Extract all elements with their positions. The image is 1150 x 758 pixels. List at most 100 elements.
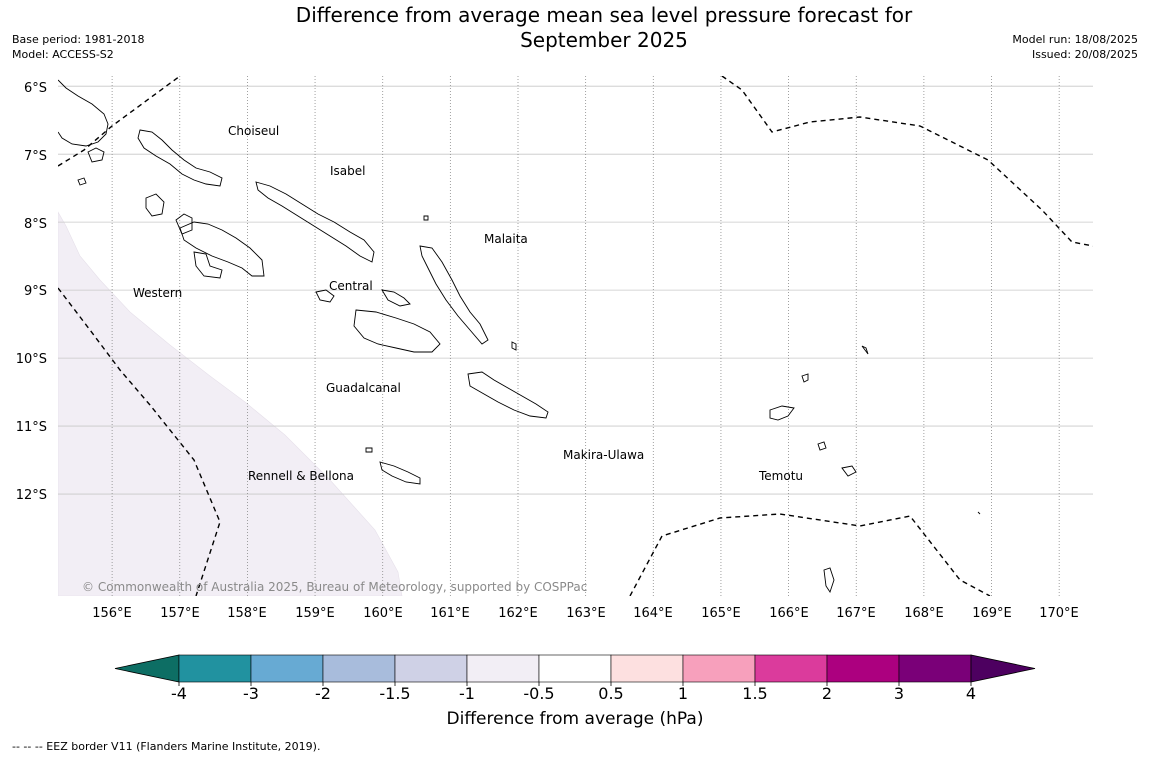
rendova-coast	[193, 251, 223, 279]
colorbar-bin	[322, 654, 396, 683]
title-line-2: September 2025	[520, 28, 688, 52]
choiseul-coast	[137, 129, 223, 187]
colorbar-tick-label: -4	[171, 684, 187, 703]
bougainville-coast	[58, 79, 109, 147]
region-label-rennell-bellona: Rennell & Bellona	[248, 469, 355, 483]
lon-label-159e: 159°E	[295, 606, 335, 621]
utupua-coast	[817, 441, 827, 451]
colorbar-bin	[754, 654, 828, 683]
ulawa-coast	[511, 341, 517, 351]
duff-islands-coast	[861, 345, 869, 355]
lon-label-158e: 158°E	[227, 606, 267, 621]
colorbar-tick-label: -2	[315, 684, 331, 703]
small-islet-ne	[423, 215, 429, 221]
region-label-western: Western	[133, 286, 183, 300]
vella-lavella-coast	[145, 193, 165, 217]
eez-footnote: -- -- -- EEZ border V11 (Flanders Marine…	[12, 740, 321, 753]
lon-label-170e: 170°E	[1039, 606, 1079, 621]
map-area	[58, 76, 1093, 596]
eez-border-southeast	[629, 513, 991, 596]
reef-islands-coast	[801, 373, 809, 383]
eez-border-northeast	[721, 76, 1093, 247]
florida-islands-coast	[381, 289, 411, 307]
region-label-central: Central	[329, 279, 373, 293]
isabel-coast	[255, 181, 375, 263]
region-label-temotu: Temotu	[759, 469, 804, 483]
model-text: Model: ACCESS-S2	[12, 48, 114, 61]
eez-border-west	[58, 287, 221, 596]
lon-label-160e: 160°E	[363, 606, 403, 621]
colorbar-tick-label: 1.5	[742, 684, 768, 703]
lon-label-166e: 166°E	[769, 606, 809, 621]
lon-label-156e: 156°E	[92, 606, 132, 621]
bougainville-tip	[87, 147, 105, 163]
lat-label-7s: 7°S	[23, 149, 47, 164]
anomaly-shading	[58, 211, 403, 596]
title-line-1: Difference from average mean sea level p…	[295, 3, 913, 27]
colorbar-extend-max	[970, 654, 1036, 683]
lon-label-163e: 163°E	[566, 606, 606, 621]
guadalcanal-coast	[353, 309, 441, 353]
small-islet-e	[977, 511, 981, 515]
colorbar-tick-label: 4	[965, 684, 977, 703]
lat-label-8s: 8°S	[23, 217, 47, 232]
lon-label-161e: 161°E	[430, 606, 470, 621]
region-label-makira-ulawa: Makira-Ulawa	[563, 448, 645, 462]
region-label-malaita: Malaita	[484, 232, 528, 246]
colorbar-bin	[538, 654, 612, 683]
colorbar	[114, 654, 1036, 686]
lat-label-6s: 6°S	[23, 81, 47, 96]
colorbar-bin	[610, 654, 684, 683]
region-label-guadalcanal: Guadalcanal	[326, 381, 401, 395]
lon-label-157e: 157°E	[160, 606, 200, 621]
colorbar-bin	[178, 654, 252, 683]
bellona-coast	[365, 447, 373, 453]
lon-label-169e: 169°E	[972, 606, 1012, 621]
coastlines	[58, 79, 981, 594]
colorbar-tick-label: -3	[243, 684, 259, 703]
colorbar-label: Difference from average (hPa)	[446, 709, 704, 729]
colorbar-tick-label: 0.5	[598, 684, 624, 703]
colorbar-bin	[898, 654, 972, 683]
rennell-coast	[379, 461, 421, 485]
vanikoro-coast	[841, 465, 857, 477]
malaita-coast	[419, 245, 489, 345]
colorbar-bin	[394, 654, 468, 683]
region-label-isabel: Isabel	[330, 164, 366, 178]
model-run-text: Model run: 18/08/2025	[1012, 33, 1138, 46]
lat-label-12s: 12°S	[15, 488, 47, 503]
colorbar-tick-label: -0.5	[523, 684, 555, 703]
lon-label-167e: 167°E	[836, 606, 876, 621]
colorbar-extend-min	[114, 654, 180, 683]
makira-coast	[467, 371, 549, 419]
lat-label-11s: 11°S	[15, 420, 47, 435]
lon-label-162e: 162°E	[498, 606, 538, 621]
copyright-text: © Commonwealth of Australia 2025, Bureau…	[82, 580, 588, 594]
eez-borders	[58, 76, 1093, 596]
meta-right: Model run: 18/08/2025 Issued: 20/08/2025	[1012, 32, 1138, 62]
small-islet-nw	[77, 177, 87, 186]
tikopia-coast	[823, 567, 835, 594]
latitude-gridlines	[58, 85, 1093, 495]
eez-border-northwest	[58, 76, 181, 167]
lon-label-164e: 164°E	[633, 606, 673, 621]
lat-label-9s: 9°S	[23, 284, 47, 299]
region-label-choiseul: Choiseul	[228, 124, 280, 138]
chart-title: Difference from average mean sea level p…	[0, 3, 1150, 53]
issued-text: Issued: 20/08/2025	[1031, 48, 1138, 61]
kolombangara-coast	[175, 213, 193, 235]
meta-left: Base period: 1981-2018 Model: ACCESS-S2	[12, 32, 144, 62]
lon-label-165e: 165°E	[701, 606, 741, 621]
lat-label-10s: 10°S	[15, 352, 47, 367]
colorbar-bin	[682, 654, 756, 683]
new-georgia-coast	[179, 221, 265, 277]
colorbar-tick-label: 1	[677, 684, 689, 703]
lon-label-168e: 168°E	[904, 606, 944, 621]
colorbar-tick-label: -1.5	[379, 684, 411, 703]
colorbar-tick-label: -1	[459, 684, 475, 703]
colorbar-bin	[826, 654, 900, 683]
colorbar-bin	[466, 654, 540, 683]
russell-islands-coast	[315, 289, 335, 303]
santa-cruz-coast	[769, 405, 795, 421]
